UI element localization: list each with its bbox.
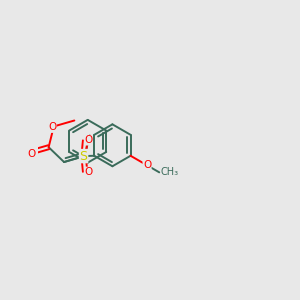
Text: O: O	[84, 167, 92, 177]
Text: O: O	[84, 135, 92, 145]
Text: CH₃: CH₃	[161, 167, 179, 177]
Text: O: O	[48, 122, 56, 132]
Text: S: S	[80, 150, 88, 163]
Text: O: O	[143, 160, 151, 170]
Text: O: O	[27, 149, 35, 159]
